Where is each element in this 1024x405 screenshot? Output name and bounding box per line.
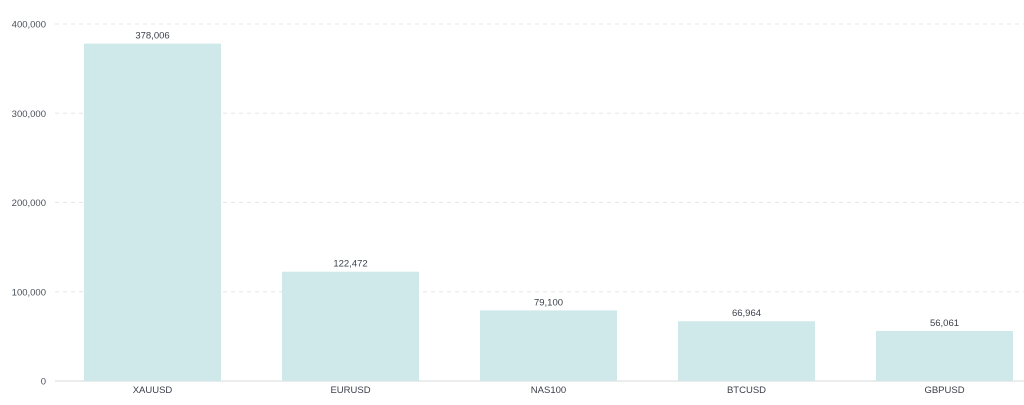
bar-xauusd[interactable] — [84, 43, 221, 382]
y-axis: 0 100,000 200,000 300,000 400,000 — [12, 20, 46, 388]
bar-btcusd[interactable] — [678, 321, 815, 381]
bar-nas100[interactable] — [480, 310, 617, 381]
x-tick-label: NAS100 — [531, 385, 566, 396]
x-tick-label: EURUSD — [330, 385, 370, 396]
bar-gbpusd[interactable] — [876, 330, 1013, 381]
data-labels: 378,006 122,472 79,100 66,964 56,061 — [135, 31, 959, 329]
y-tick-label: 400,000 — [12, 20, 46, 31]
y-tick-label: 200,000 — [12, 198, 46, 209]
bar-eurusd[interactable] — [282, 271, 419, 381]
data-label: 378,006 — [135, 31, 169, 42]
x-tick-label: BTCUSD — [727, 385, 766, 396]
x-tick-label: XAUUSD — [133, 385, 173, 396]
y-tick-label: 0 — [41, 377, 46, 388]
x-tick-label: GBPUSD — [924, 385, 964, 396]
data-label: 122,472 — [333, 259, 367, 270]
x-axis: XAUUSD EURUSD NAS100 BTCUSD GBPUSD — [133, 385, 965, 396]
data-label: 79,100 — [534, 297, 563, 308]
data-label: 56,061 — [930, 318, 959, 329]
bars — [84, 43, 1013, 382]
y-tick-label: 300,000 — [12, 109, 46, 120]
data-label: 66,964 — [732, 308, 761, 319]
y-tick-label: 100,000 — [12, 287, 46, 298]
